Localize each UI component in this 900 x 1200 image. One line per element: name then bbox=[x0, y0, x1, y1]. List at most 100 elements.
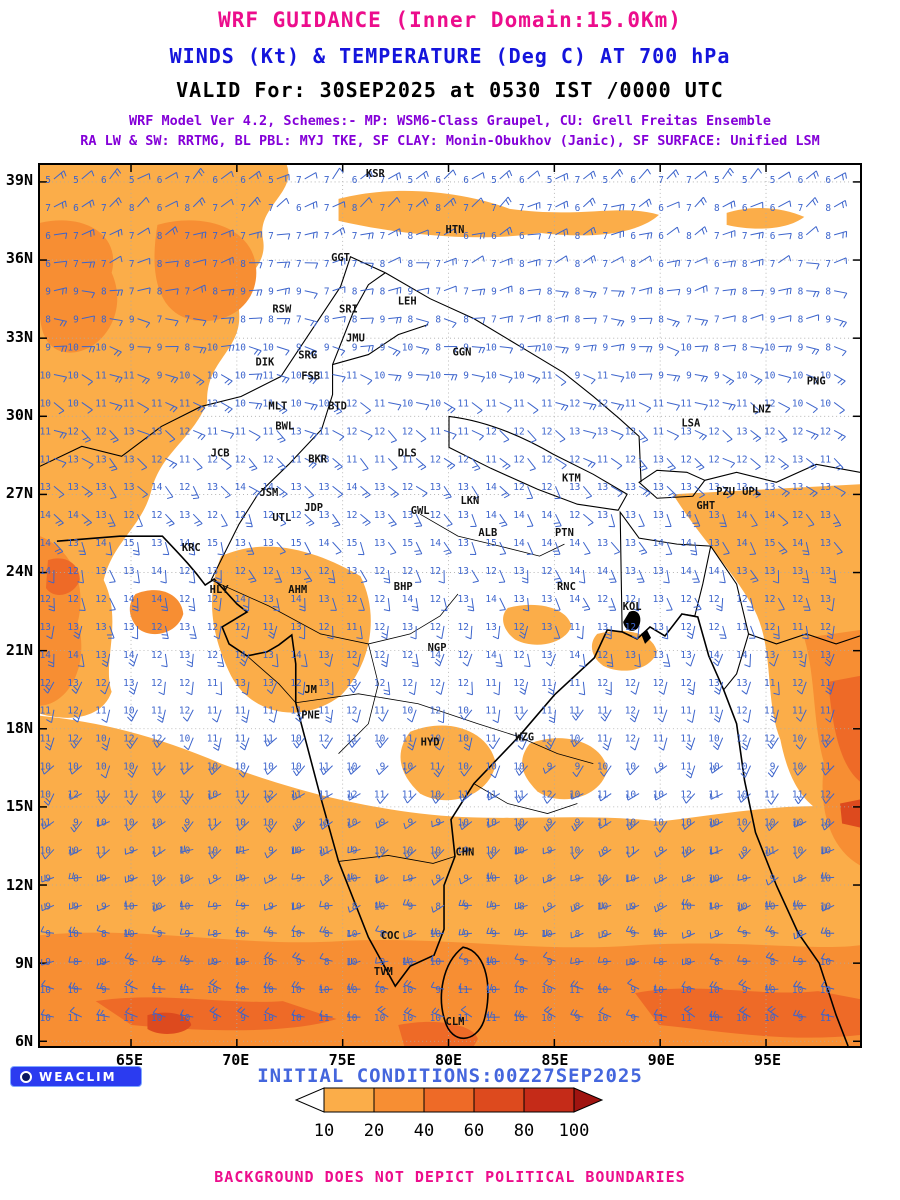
temperature-value: 10 bbox=[792, 371, 804, 382]
temperature-value: 12 bbox=[625, 594, 636, 605]
temperature-value: 7 bbox=[101, 259, 107, 270]
temperature-value: 11 bbox=[123, 371, 135, 382]
station-label-pzu: PZU bbox=[716, 486, 735, 498]
temperature-value: 10 bbox=[346, 929, 358, 940]
temperature-value: 13 bbox=[680, 482, 691, 493]
temperature-value: 13 bbox=[653, 482, 664, 493]
temperature-value: 13 bbox=[708, 482, 719, 493]
temperature-value: 11 bbox=[374, 706, 386, 717]
temperature-value: 10 bbox=[625, 371, 637, 382]
temperature-value: 12 bbox=[374, 678, 385, 689]
temperature-value: 9 bbox=[603, 845, 609, 856]
temperature-value: 8 bbox=[157, 287, 163, 298]
temperature-value: 14 bbox=[151, 594, 163, 605]
station-label-pne: PNE bbox=[301, 710, 320, 722]
temperature-value: 9 bbox=[575, 371, 581, 382]
temperature-value: 10 bbox=[820, 371, 832, 382]
temperature-value: 10 bbox=[736, 1013, 748, 1024]
lat-tick-label: 27N bbox=[5, 484, 33, 503]
temperature-value: 10 bbox=[207, 985, 219, 996]
temperature-value: 10 bbox=[235, 985, 247, 996]
temperature-value: 10 bbox=[541, 1013, 553, 1024]
temperature-value: 13 bbox=[653, 622, 664, 633]
temperature-value: 12 bbox=[792, 594, 803, 605]
temperature-value: 11 bbox=[541, 734, 553, 745]
temperature-value: 5 bbox=[742, 175, 748, 186]
temperature-value: 10 bbox=[374, 734, 386, 745]
weaclim-logo: WEACLIM bbox=[10, 1066, 142, 1087]
temperature-value: 7 bbox=[519, 315, 525, 326]
temperature-value: 11 bbox=[792, 622, 804, 633]
temperature-value: 7 bbox=[463, 203, 469, 214]
temperature-value: 9 bbox=[686, 929, 692, 940]
temperature-value: 10 bbox=[430, 1013, 442, 1024]
temperature-value: 12 bbox=[792, 426, 803, 437]
temperature-value: 14 bbox=[40, 510, 51, 521]
temperature-value: 12 bbox=[346, 650, 357, 661]
temperature-value: 10 bbox=[597, 985, 609, 996]
temperature-value: 6 bbox=[101, 175, 107, 186]
temperature-value: 9 bbox=[658, 762, 664, 773]
station-label-upl: UPL bbox=[742, 486, 761, 498]
temperature-value: 13 bbox=[458, 510, 469, 521]
lat-tick-label: 15N bbox=[5, 797, 33, 816]
station-label-gwl: GWL bbox=[411, 505, 430, 517]
lon-tick-label: 95E bbox=[754, 1051, 782, 1069]
temperature-value: 14 bbox=[235, 482, 247, 493]
temperature-value: 10 bbox=[485, 873, 497, 884]
temperature-value: 10 bbox=[262, 343, 274, 354]
temperature-value: 13 bbox=[541, 594, 552, 605]
temperature-value: 10 bbox=[40, 1013, 51, 1024]
temperature-value: 12 bbox=[318, 622, 329, 633]
temperature-value: 7 bbox=[575, 175, 581, 186]
temperature-value: 13 bbox=[680, 426, 691, 437]
station-label-clm: CLM bbox=[446, 1016, 465, 1028]
temperature-value: 10 bbox=[513, 873, 525, 884]
temperature-value: 10 bbox=[458, 817, 470, 828]
temperature-value: 11 bbox=[318, 790, 330, 801]
temperature-value: 8 bbox=[770, 957, 776, 968]
temperature-value: 13 bbox=[569, 426, 580, 437]
temperature-value: 10 bbox=[513, 762, 525, 773]
temperature-value: 9 bbox=[45, 929, 51, 940]
temperature-value: 10 bbox=[541, 343, 553, 354]
temperature-value: 10 bbox=[792, 817, 804, 828]
temperature-value: 14 bbox=[485, 650, 497, 661]
temperature-value: 8 bbox=[742, 287, 748, 298]
station-label-ahm: AHM bbox=[288, 584, 307, 596]
temperature-value: 10 bbox=[597, 762, 609, 773]
temperature-value: 9 bbox=[129, 315, 135, 326]
colorbar-segment bbox=[423, 1087, 475, 1113]
temperature-value: 11 bbox=[235, 426, 247, 437]
temperature-value: 10 bbox=[40, 845, 51, 856]
temperature-value: 9 bbox=[603, 343, 609, 354]
temperature-value: 13 bbox=[346, 678, 357, 689]
station-label-htn: HTN bbox=[446, 224, 465, 236]
temperature-value: 12 bbox=[680, 622, 691, 633]
temperature-value: 9 bbox=[185, 957, 191, 968]
temperature-value: 12 bbox=[67, 790, 78, 801]
station-label-jsm: JSM bbox=[259, 487, 278, 499]
temperature-value: 7 bbox=[463, 259, 469, 270]
station-label-lkn: LKN bbox=[460, 495, 479, 507]
temperature-value: 10 bbox=[40, 371, 51, 382]
station-label-bwl: BWL bbox=[275, 420, 294, 432]
temperature-value: 11 bbox=[179, 790, 191, 801]
temperature-value: 13 bbox=[820, 510, 831, 521]
temperature-value: 10 bbox=[485, 985, 497, 996]
temperature-value: 11 bbox=[680, 734, 692, 745]
temperature-value: 9 bbox=[519, 929, 525, 940]
station-label-lsa: LSA bbox=[681, 417, 701, 429]
sri-lanka-coast bbox=[440, 946, 489, 1039]
temperature-value: 7 bbox=[603, 287, 609, 298]
temperature-value: 12 bbox=[541, 454, 552, 465]
temperature-value: 10 bbox=[374, 985, 386, 996]
temperature-value: 11 bbox=[569, 706, 581, 717]
temperature-value: 14 bbox=[485, 510, 497, 521]
temperature-value: 10 bbox=[151, 790, 163, 801]
temperature-value: 10 bbox=[67, 398, 79, 409]
temperature-value: 7 bbox=[380, 231, 386, 242]
temperature-value: 12 bbox=[430, 706, 441, 717]
temperature-value: 10 bbox=[318, 398, 330, 409]
temperature-value: 12 bbox=[374, 426, 385, 437]
